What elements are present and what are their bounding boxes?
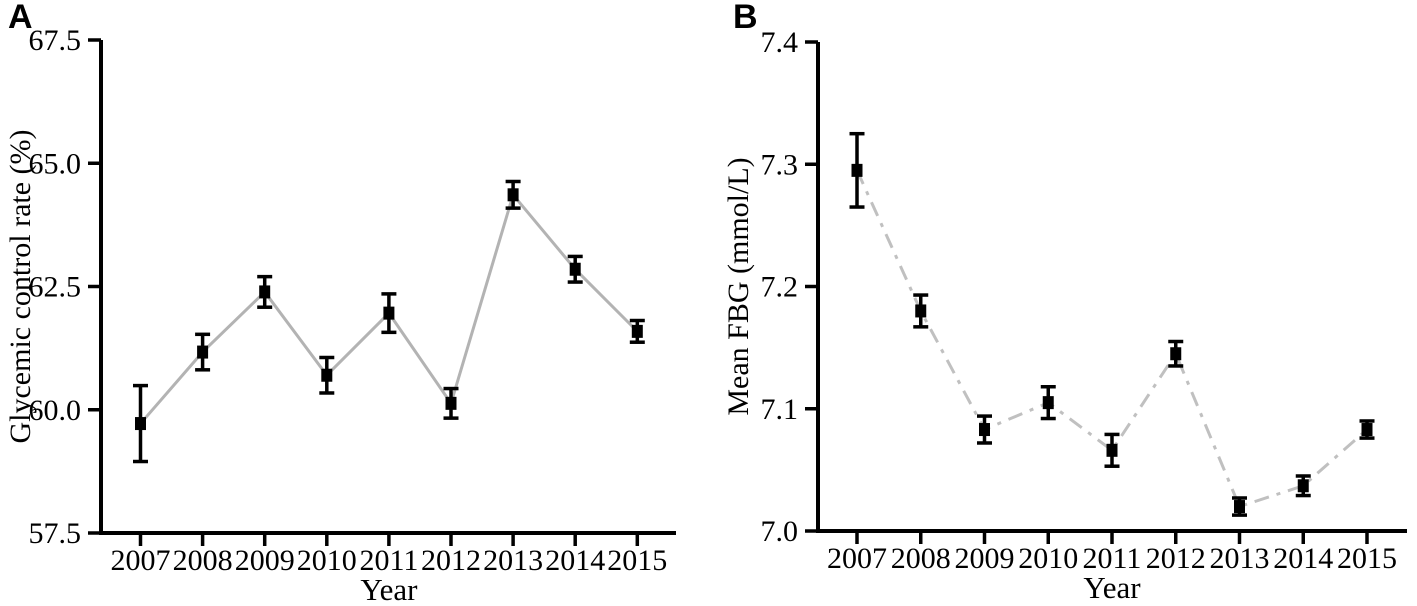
- y-axis-tick-label: 7.4: [761, 26, 799, 59]
- x-axis-tick-label: 2010: [297, 544, 357, 577]
- y-axis-tick-label: 7.2: [761, 271, 799, 304]
- data-point-marker: [569, 262, 581, 276]
- data-point-marker: [1234, 500, 1245, 514]
- x-axis-tick-label: 2012: [1146, 542, 1206, 575]
- x-axis-tick-label: 2009: [955, 542, 1015, 575]
- x-axis-tick-label: 2015: [607, 544, 667, 577]
- y-axis-tick-label: 65.0: [29, 147, 82, 180]
- chart-a-glycemic-control-rate: 57.5 60.0 62.5 65.0 67.5 2007 2008 2009 2010 2011…: [4, 24, 676, 606]
- data-point-marker: [631, 324, 643, 338]
- data-point-marker: [135, 417, 146, 431]
- data-point-marker: [259, 285, 271, 299]
- x-axis-tick-label: 2015: [1337, 542, 1397, 575]
- data-point-marker: [851, 163, 863, 177]
- x-axis-tick-label: 2007: [111, 544, 171, 577]
- x-axis-tick-label: 2013: [483, 544, 543, 577]
- data-point-marker: [1297, 479, 1309, 493]
- data-point-marker: [383, 306, 395, 320]
- y-axis-tick-label: 7.3: [761, 148, 799, 181]
- data-line: [855, 169, 1368, 509]
- y-axis-tick-label: 57.5: [29, 517, 82, 550]
- x-axis-tick-label: 2007: [827, 542, 887, 575]
- x-axis-tick-label: 2009: [235, 544, 295, 577]
- y-axis-tick-label: 67.5: [29, 24, 82, 57]
- y-axis-tick-label: 7.1: [761, 393, 799, 426]
- data-point-marker: [1042, 396, 1054, 410]
- data-point-marker: [507, 188, 519, 202]
- x-axis-tick-label: 2011: [1083, 542, 1142, 575]
- x-axis-tick-label: 2010: [1018, 542, 1078, 575]
- panel-a-label: A: [8, 0, 33, 36]
- x-axis-tick-label: 2013: [1210, 542, 1270, 575]
- x-axis-tick-label: 2011: [359, 544, 418, 577]
- data-point-marker: [1361, 423, 1373, 437]
- x-axis-tick-label: 2012: [421, 544, 481, 577]
- y-axis-tick-label: 7.0: [761, 515, 799, 548]
- y-axis-tick-label: 62.5: [29, 271, 82, 304]
- panel-a: A 57.5 60.0 62.5 65.0 67.5 2007 2008 2009 2010 20…: [4, 0, 676, 606]
- data-point-marker: [1170, 347, 1182, 361]
- x-axis-tick-label: 2008: [173, 544, 233, 577]
- panel-b: B 7.0 7.1 7.2 7.3 7.4 2007 2008 2009 2010 2011 201…: [709, 0, 1417, 606]
- y-axis-title: Mean FBG (mmol/L): [722, 157, 755, 415]
- axis-spines: [99, 40, 676, 535]
- data-point-marker: [445, 396, 457, 410]
- data-point-marker: [197, 345, 209, 359]
- x-axis-tick-label: 2014: [545, 544, 605, 577]
- data-point-marker: [1106, 443, 1118, 457]
- x-axis-tick-label: 2014: [1273, 542, 1333, 575]
- y-axis-tick-label: 60.0: [29, 394, 82, 427]
- x-axis-title: Year: [1083, 570, 1141, 605]
- panel-b-label: B: [733, 0, 758, 36]
- data-point-marker: [915, 304, 927, 318]
- x-axis-title: Year: [360, 572, 418, 606]
- data-point-marker: [321, 368, 333, 382]
- y-axis-title: Glycemic control rate (%): [4, 129, 37, 443]
- x-axis-tick-label: 2008: [891, 542, 951, 575]
- data-point-marker: [979, 423, 990, 437]
